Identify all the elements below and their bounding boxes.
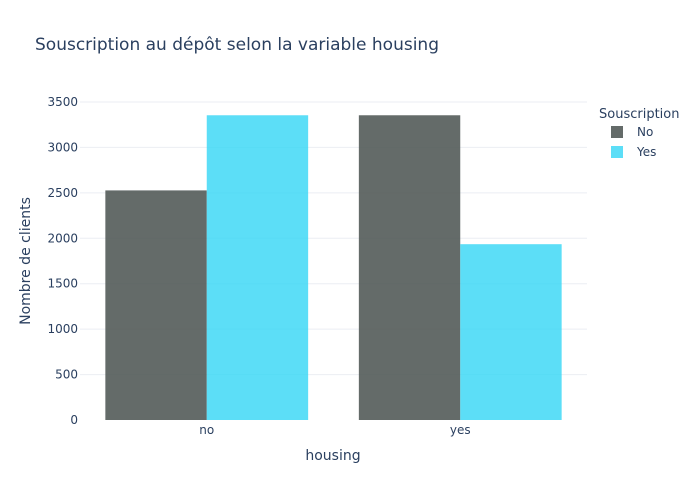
x-tick-labels: no yes	[199, 423, 470, 437]
legend-label: Yes	[636, 145, 656, 159]
y-tick-label: 3500	[47, 95, 78, 109]
y-tick-label: 2500	[47, 186, 78, 200]
y-tick-label: 3000	[47, 140, 78, 154]
legend-swatch	[611, 146, 623, 158]
y-tick-labels: 0 500 1000 1500 2000 2500 3000 3500	[47, 95, 78, 427]
bars	[105, 115, 562, 421]
legend-label: No	[637, 125, 653, 139]
y-tick-label: 2000	[47, 231, 78, 245]
legend-item-no[interactable]: No	[611, 125, 653, 139]
bar-no-no	[105, 190, 207, 420]
legend-swatch	[611, 126, 623, 138]
x-axis-title: housing	[305, 448, 360, 464]
y-tick-label: 1000	[47, 322, 78, 336]
legend: Souscription No Yes	[599, 107, 679, 159]
bar-yes-yes	[460, 244, 562, 420]
y-tick-label: 0	[70, 413, 78, 427]
bar-no-yes	[358, 115, 461, 421]
y-tick-label: 500	[55, 368, 78, 382]
legend-title: Souscription	[599, 107, 679, 122]
bar-yes-no	[206, 115, 309, 421]
y-axis-title: Nombre de clients	[18, 197, 34, 325]
x-tick-label: yes	[450, 423, 471, 437]
legend-items: No Yes	[611, 125, 656, 159]
x-tick-label: no	[199, 423, 214, 437]
legend-item-yes[interactable]: Yes	[611, 145, 656, 159]
chart-title: Souscription au dépôt selon la variable …	[35, 35, 439, 55]
y-tick-label: 1500	[47, 277, 78, 291]
